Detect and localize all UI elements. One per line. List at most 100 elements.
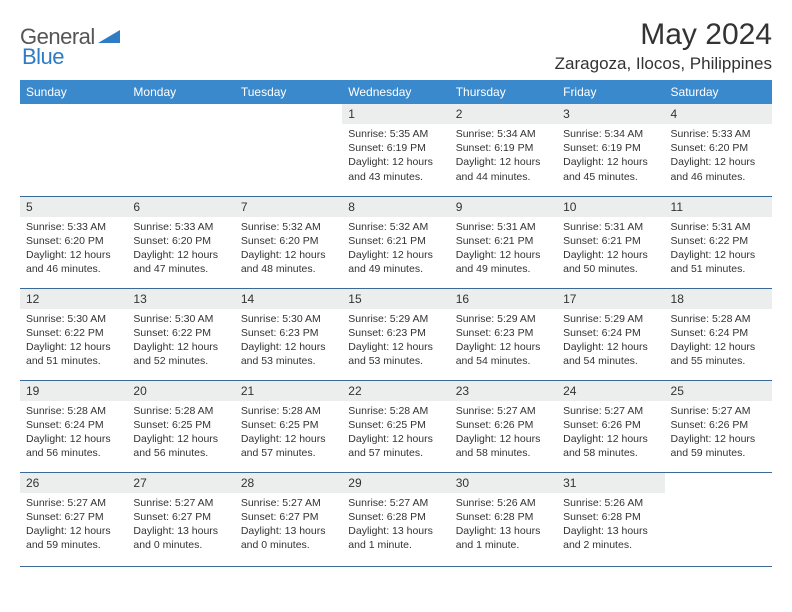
day-content: Sunrise: 5:27 AMSunset: 6:28 PMDaylight:…	[342, 493, 449, 557]
sunset-text: Sunset: 6:24 PM	[563, 326, 658, 340]
sunset-text: Sunset: 6:22 PM	[26, 326, 121, 340]
daylight-text: Daylight: 13 hours and 1 minute.	[456, 524, 551, 552]
sunrise-text: Sunrise: 5:34 AM	[563, 127, 658, 141]
sunset-text: Sunset: 6:26 PM	[671, 418, 766, 432]
day-cell: 24Sunrise: 5:27 AMSunset: 6:26 PMDayligh…	[557, 380, 664, 472]
day-cell: 11Sunrise: 5:31 AMSunset: 6:22 PMDayligh…	[665, 196, 772, 288]
sunrise-text: Sunrise: 5:27 AM	[456, 404, 551, 418]
daylight-text: Daylight: 12 hours and 55 minutes.	[671, 340, 766, 368]
day-number	[127, 104, 234, 110]
day-number: 20	[127, 381, 234, 401]
daylight-text: Daylight: 12 hours and 52 minutes.	[133, 340, 228, 368]
sunrise-text: Sunrise: 5:28 AM	[671, 312, 766, 326]
day-content: Sunrise: 5:28 AMSunset: 6:25 PMDaylight:…	[342, 401, 449, 465]
day-cell: 31Sunrise: 5:26 AMSunset: 6:28 PMDayligh…	[557, 472, 664, 564]
sunset-text: Sunset: 6:28 PM	[348, 510, 443, 524]
day-cell: 2Sunrise: 5:34 AMSunset: 6:19 PMDaylight…	[450, 104, 557, 196]
day-number: 9	[450, 197, 557, 217]
sunrise-text: Sunrise: 5:33 AM	[671, 127, 766, 141]
day-number: 27	[127, 473, 234, 493]
daylight-text: Daylight: 12 hours and 59 minutes.	[671, 432, 766, 460]
sunrise-text: Sunrise: 5:27 AM	[133, 496, 228, 510]
day-cell: 12Sunrise: 5:30 AMSunset: 6:22 PMDayligh…	[20, 288, 127, 380]
day-number: 4	[665, 104, 772, 124]
month-title: May 2024	[555, 18, 772, 52]
day-number: 8	[342, 197, 449, 217]
day-cell: 17Sunrise: 5:29 AMSunset: 6:24 PMDayligh…	[557, 288, 664, 380]
location: Zaragoza, Ilocos, Philippines	[555, 54, 772, 74]
day-content: Sunrise: 5:27 AMSunset: 6:27 PMDaylight:…	[20, 493, 127, 557]
day-content: Sunrise: 5:31 AMSunset: 6:21 PMDaylight:…	[450, 217, 557, 281]
sunrise-text: Sunrise: 5:34 AM	[456, 127, 551, 141]
day-content: Sunrise: 5:31 AMSunset: 6:21 PMDaylight:…	[557, 217, 664, 281]
day-content: Sunrise: 5:30 AMSunset: 6:23 PMDaylight:…	[235, 309, 342, 373]
daylight-text: Daylight: 12 hours and 57 minutes.	[241, 432, 336, 460]
day-cell: 4Sunrise: 5:33 AMSunset: 6:20 PMDaylight…	[665, 104, 772, 196]
day-number: 10	[557, 197, 664, 217]
daylight-text: Daylight: 13 hours and 2 minutes.	[563, 524, 658, 552]
col-sunday: Sunday	[20, 80, 127, 104]
day-cell: 26Sunrise: 5:27 AMSunset: 6:27 PMDayligh…	[20, 472, 127, 564]
sunrise-text: Sunrise: 5:35 AM	[348, 127, 443, 141]
col-thursday: Thursday	[450, 80, 557, 104]
day-number: 16	[450, 289, 557, 309]
sunset-text: Sunset: 6:22 PM	[133, 326, 228, 340]
sunrise-text: Sunrise: 5:26 AM	[563, 496, 658, 510]
day-cell: 7Sunrise: 5:32 AMSunset: 6:20 PMDaylight…	[235, 196, 342, 288]
day-number	[235, 104, 342, 110]
sunset-text: Sunset: 6:20 PM	[241, 234, 336, 248]
day-content: Sunrise: 5:27 AMSunset: 6:26 PMDaylight:…	[665, 401, 772, 465]
day-number: 11	[665, 197, 772, 217]
daylight-text: Daylight: 12 hours and 58 minutes.	[563, 432, 658, 460]
title-block: May 2024 Zaragoza, Ilocos, Philippines	[555, 18, 772, 74]
sunrise-text: Sunrise: 5:29 AM	[563, 312, 658, 326]
day-cell: 18Sunrise: 5:28 AMSunset: 6:24 PMDayligh…	[665, 288, 772, 380]
day-number: 26	[20, 473, 127, 493]
day-cell: 30Sunrise: 5:26 AMSunset: 6:28 PMDayligh…	[450, 472, 557, 564]
sunset-text: Sunset: 6:21 PM	[456, 234, 551, 248]
sunset-text: Sunset: 6:20 PM	[26, 234, 121, 248]
day-number: 12	[20, 289, 127, 309]
sunrise-text: Sunrise: 5:32 AM	[348, 220, 443, 234]
sunset-text: Sunset: 6:21 PM	[348, 234, 443, 248]
day-content: Sunrise: 5:27 AMSunset: 6:26 PMDaylight:…	[450, 401, 557, 465]
day-cell: 28Sunrise: 5:27 AMSunset: 6:27 PMDayligh…	[235, 472, 342, 564]
week-row: 19Sunrise: 5:28 AMSunset: 6:24 PMDayligh…	[20, 380, 772, 472]
week-row: 1Sunrise: 5:35 AMSunset: 6:19 PMDaylight…	[20, 104, 772, 196]
sunrise-text: Sunrise: 5:29 AM	[456, 312, 551, 326]
sunrise-text: Sunrise: 5:28 AM	[133, 404, 228, 418]
sunrise-text: Sunrise: 5:28 AM	[26, 404, 121, 418]
daylight-text: Daylight: 12 hours and 57 minutes.	[348, 432, 443, 460]
day-cell: 27Sunrise: 5:27 AMSunset: 6:27 PMDayligh…	[127, 472, 234, 564]
day-content: Sunrise: 5:33 AMSunset: 6:20 PMDaylight:…	[665, 124, 772, 188]
sunset-text: Sunset: 6:19 PM	[563, 141, 658, 155]
day-content: Sunrise: 5:34 AMSunset: 6:19 PMDaylight:…	[450, 124, 557, 188]
sunset-text: Sunset: 6:28 PM	[456, 510, 551, 524]
day-content: Sunrise: 5:28 AMSunset: 6:25 PMDaylight:…	[235, 401, 342, 465]
day-cell	[235, 104, 342, 196]
sunset-text: Sunset: 6:21 PM	[563, 234, 658, 248]
day-number: 15	[342, 289, 449, 309]
sunset-text: Sunset: 6:24 PM	[671, 326, 766, 340]
day-number: 25	[665, 381, 772, 401]
day-number	[20, 104, 127, 110]
sunset-text: Sunset: 6:26 PM	[456, 418, 551, 432]
day-number: 7	[235, 197, 342, 217]
day-number: 13	[127, 289, 234, 309]
sunset-text: Sunset: 6:19 PM	[456, 141, 551, 155]
header-row: Sunday Monday Tuesday Wednesday Thursday…	[20, 80, 772, 104]
daylight-text: Daylight: 12 hours and 49 minutes.	[348, 248, 443, 276]
sunset-text: Sunset: 6:22 PM	[671, 234, 766, 248]
daylight-text: Daylight: 12 hours and 43 minutes.	[348, 155, 443, 183]
sunset-text: Sunset: 6:27 PM	[26, 510, 121, 524]
daylight-text: Daylight: 12 hours and 49 minutes.	[456, 248, 551, 276]
sunrise-text: Sunrise: 5:31 AM	[456, 220, 551, 234]
daylight-text: Daylight: 12 hours and 59 minutes.	[26, 524, 121, 552]
day-number: 29	[342, 473, 449, 493]
day-content: Sunrise: 5:26 AMSunset: 6:28 PMDaylight:…	[450, 493, 557, 557]
day-cell: 16Sunrise: 5:29 AMSunset: 6:23 PMDayligh…	[450, 288, 557, 380]
day-cell: 23Sunrise: 5:27 AMSunset: 6:26 PMDayligh…	[450, 380, 557, 472]
sunrise-text: Sunrise: 5:27 AM	[348, 496, 443, 510]
sunset-text: Sunset: 6:25 PM	[241, 418, 336, 432]
col-tuesday: Tuesday	[235, 80, 342, 104]
